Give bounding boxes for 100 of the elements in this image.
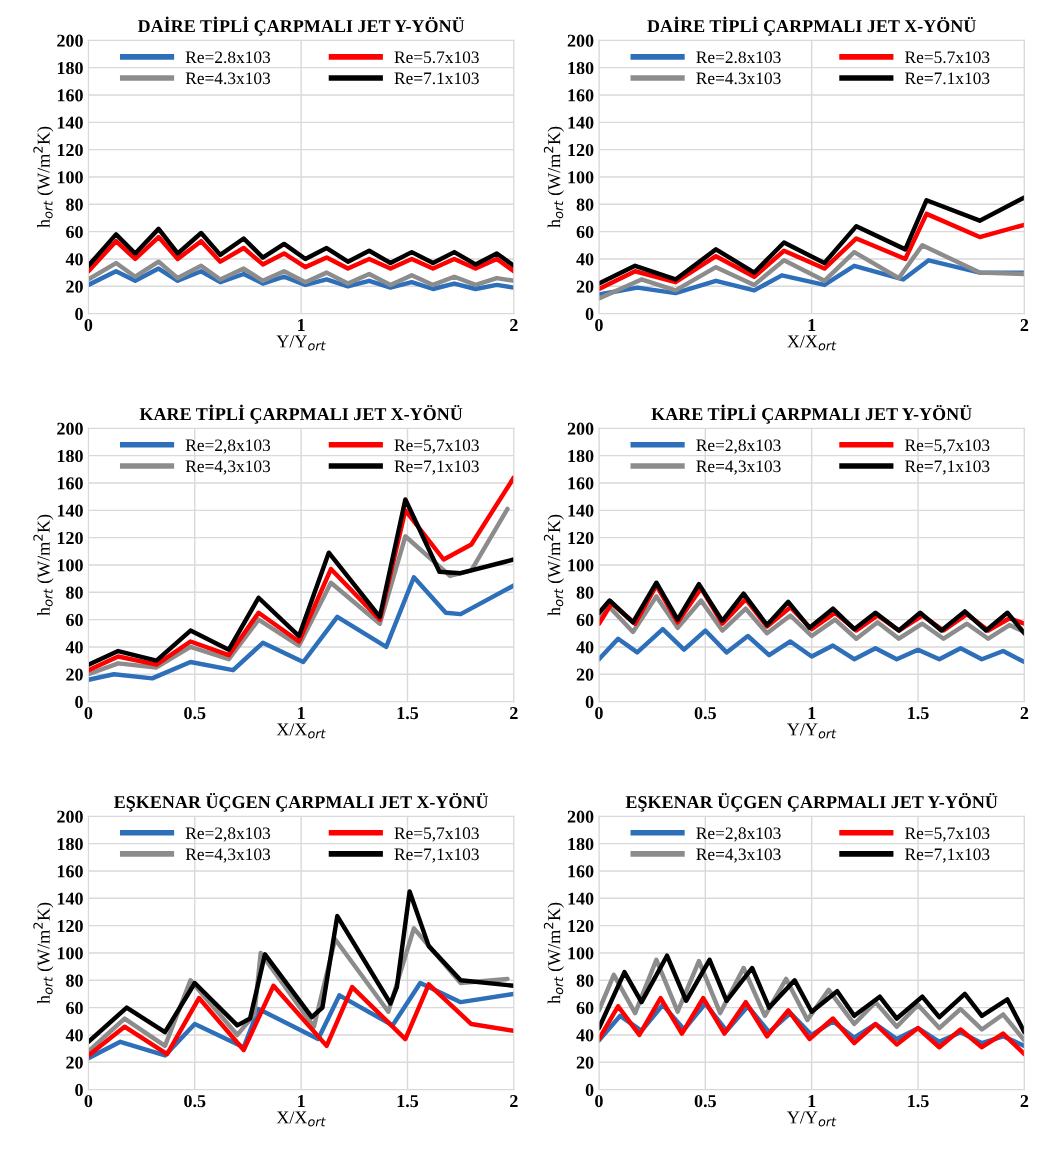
x-tick-label: 0.5	[184, 706, 206, 720]
x-axis-title: Y/Y$_{ort}$	[787, 1111, 837, 1127]
x-tick-label: 2	[1020, 1095, 1029, 1107]
y-tick-label: 140	[568, 504, 594, 517]
y-tick-label: 80	[66, 586, 83, 599]
y-tick-label: 40	[576, 1029, 594, 1042]
legend-label: Re=7,1x103	[905, 460, 990, 475]
x-tick-label: 0	[84, 1094, 93, 1108]
y-tick-label: 0	[585, 1083, 594, 1097]
x-tick-label: 2	[1020, 319, 1029, 331]
x-axis-title: X/X$_{ort}$	[787, 335, 837, 351]
x-axis-title: Y/Y$_{ort}$	[276, 335, 326, 351]
line-series	[88, 234, 514, 274]
y-tick-label: 100	[568, 559, 594, 572]
legend-label: Re=2,8x103	[185, 439, 271, 454]
y-tick-label: 60	[66, 1001, 83, 1015]
y-tick-label: 120	[568, 919, 594, 933]
y-tick-label: 20	[66, 280, 83, 293]
y-tick-label: 200	[567, 34, 594, 47]
legend-label: Re=7.1x103	[394, 72, 479, 85]
y-tick-label: 140	[568, 116, 594, 129]
y-tick-label: 80	[66, 974, 83, 987]
y-tick-label: 20	[576, 668, 594, 681]
y-tick-label: 0	[75, 695, 83, 709]
y-tick-label: 200	[567, 422, 594, 435]
x-tick-label: 1	[808, 1095, 816, 1107]
x-tick-label: 1.5	[397, 1095, 419, 1108]
line-series	[598, 195, 1025, 286]
x-tick-label: 0.5	[184, 1094, 206, 1108]
y-tick-label: 140	[57, 892, 83, 905]
y-tick-label: 180	[568, 449, 594, 463]
y-tick-label: 100	[568, 171, 594, 184]
x-tick-label: 1	[808, 707, 816, 719]
y-tick-label: 40	[65, 641, 83, 654]
y-tick-label: 0	[75, 1083, 83, 1097]
legend-label: Re=5.7x103	[905, 51, 990, 64]
y-tick-label: 60	[576, 613, 594, 627]
y-axis-title: h$_{ort}$ (W/m$^{2}$K)	[33, 514, 54, 616]
y-tick-label: 180	[57, 61, 83, 75]
y-tick-label: 160	[568, 865, 594, 878]
x-tick-label: 2	[1020, 707, 1029, 719]
x-tick-label: 2	[510, 707, 518, 719]
y-tick-label: 140	[568, 892, 594, 905]
legend-label: Re=5,7x103	[905, 827, 990, 842]
y-axis-title: h$_{ort}$ (W/m$^{2}$K)	[543, 126, 564, 228]
legend-label: Re=2.8x103	[696, 51, 781, 64]
line-series	[88, 575, 514, 682]
legend-label: Re=2,8x103	[185, 827, 271, 842]
y-tick-label: 120	[568, 531, 594, 545]
x-tick-label: 1	[298, 319, 305, 331]
x-tick-label: 1	[808, 319, 816, 331]
y-axis-title: h$_{ort}$ (W/m$^{2}$K)	[33, 902, 54, 1004]
y-tick-label: 80	[576, 974, 594, 987]
y-tick-label: 40	[576, 641, 594, 654]
legend-label: Re=4.3x103	[185, 72, 271, 85]
y-axis-title: h$_{ort}$ (W/m$^{2}$K)	[543, 902, 564, 1004]
line-series	[598, 626, 1025, 665]
y-tick-label: 160	[57, 89, 83, 102]
y-tick-label: 180	[57, 449, 83, 463]
chart-title: EŞKENAR ÜÇGEN ÇARPMALI JET X-YÖNÜ	[114, 793, 489, 812]
legend-label: Re=7,1x103	[394, 460, 479, 475]
y-tick-label: 100	[568, 947, 594, 960]
legend-label: Re=7,1x103	[394, 848, 479, 863]
y-tick-label: 0	[585, 695, 594, 709]
y-tick-label: 40	[576, 253, 594, 266]
legend-label: Re=4,3x103	[696, 460, 781, 475]
y-tick-label: 20	[576, 280, 594, 293]
legend-label: Re=5,7x103	[905, 439, 990, 454]
line-series	[88, 259, 514, 288]
line-series	[598, 243, 1025, 301]
y-tick-label: 100	[57, 559, 83, 572]
x-axis-title: X/X$_{ort}$	[276, 723, 326, 739]
x-tick-label: 1	[298, 1095, 305, 1107]
legend-label: Re=4,3x103	[696, 848, 781, 863]
legend-label: Re=5,7x103	[394, 827, 479, 842]
y-tick-label: 120	[568, 143, 594, 157]
x-tick-label: 0	[595, 318, 603, 332]
y-tick-label: 160	[568, 89, 594, 102]
x-tick-label: 0	[84, 318, 93, 332]
y-tick-label: 40	[65, 1029, 83, 1042]
y-tick-label: 180	[568, 837, 594, 851]
y-tick-label: 200	[57, 810, 83, 823]
legend-label: Re=7,1x103	[905, 848, 990, 863]
chart-title: DAİRE TİPLİ ÇARPMALI JET Y-YÖNÜ	[137, 16, 465, 36]
x-tick-label: 0	[595, 706, 603, 720]
line-series	[598, 211, 1025, 292]
legend-label: Re=7.1x103	[905, 72, 990, 85]
y-tick-label: 120	[57, 143, 83, 157]
chart-title: KARE TİPLİ ÇARPMALI JET Y-YÖNÜ	[651, 404, 972, 424]
legend-label: Re=2,8x103	[696, 827, 781, 842]
y-tick-label: 100	[57, 171, 83, 184]
y-tick-label: 20	[66, 1056, 83, 1069]
y-tick-label: 100	[57, 947, 83, 960]
y-tick-label: 20	[66, 668, 83, 681]
legend-label: Re=4,3x103	[185, 460, 271, 475]
legend-label: Re=4,3x103	[185, 848, 271, 863]
x-axis-title: Y/Y$_{ort}$	[787, 723, 837, 739]
line-series	[88, 226, 514, 268]
y-tick-label: 200	[57, 422, 83, 435]
chart-title: KARE TİPLİ ÇARPMALI JET X-YÖNÜ	[139, 404, 463, 424]
